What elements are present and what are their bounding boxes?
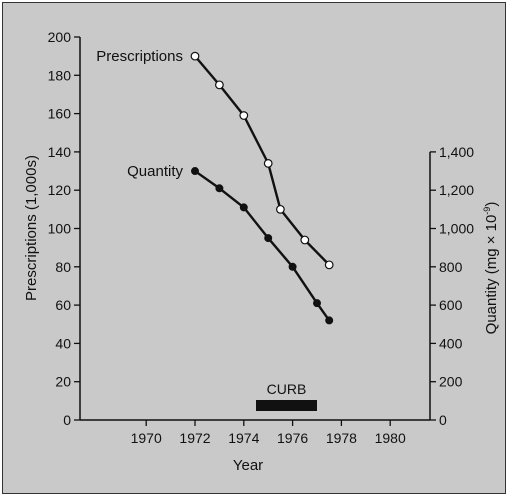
- y-axis-right-label-close: ): [483, 202, 500, 207]
- x-tick-label: 1972: [179, 430, 210, 446]
- chart-frame: [2, 2, 506, 494]
- x-tick-label: 1980: [375, 430, 406, 446]
- marks-group: Prescriptions Quantity CURB: [96, 48, 334, 411]
- quantity-point: [288, 262, 297, 271]
- prescriptions-point: [324, 260, 334, 270]
- y-left-tick-label: 120: [48, 182, 72, 198]
- quantity-point: [215, 184, 224, 193]
- y-left-tick-label: 80: [55, 259, 71, 275]
- x-tick-label: 1970: [131, 430, 162, 446]
- y-left-tick-label: 40: [55, 335, 71, 351]
- quantity-point: [191, 167, 200, 176]
- y-right-tick-label: 400: [439, 335, 463, 351]
- x-axis-label: Year: [233, 457, 263, 474]
- y-axis-right-label: Quantity (mg × 10-9): [482, 202, 500, 335]
- y-left-tick-label: 160: [48, 106, 72, 122]
- y-left-tick-label: 140: [48, 144, 72, 160]
- y-left-tick-label: 60: [55, 297, 71, 313]
- y-right-tick-label: 1,400: [439, 144, 474, 160]
- axes-group: 0 20 40 60 80 100 120 140 160 180 200 1970 1972 1974 1…: [48, 29, 475, 446]
- y-right-tick-label: 1,000: [439, 221, 474, 237]
- prescriptions-point: [300, 235, 310, 245]
- x-tick-label: 1974: [228, 430, 259, 446]
- y-left-tick-label: 0: [63, 412, 71, 428]
- prescriptions-point: [214, 80, 224, 90]
- quantity-point: [325, 316, 334, 325]
- y-left-tick-label: 200: [48, 29, 72, 45]
- prescriptions-point: [190, 51, 200, 61]
- curb-bar: [256, 400, 317, 411]
- x-tick-label: 1978: [326, 430, 357, 446]
- prescriptions-point: [263, 158, 273, 168]
- quantity-point: [239, 203, 248, 212]
- y-left-tick-label: 180: [48, 67, 72, 83]
- quantity-point: [313, 299, 322, 308]
- y-left-tick-label: 20: [55, 374, 71, 390]
- prescriptions-point: [276, 204, 285, 214]
- y-right-tick-label: 800: [439, 259, 463, 275]
- labels-group: Year Prescriptions (1,000s) Quantity (mg…: [23, 155, 500, 474]
- y-axis-right-label-main: Quantity (mg × 10: [483, 215, 500, 335]
- y-right-tick-label: 200: [439, 374, 463, 390]
- prescriptions-series-label: Prescriptions: [96, 48, 183, 65]
- y-right-tick-label: 600: [439, 297, 463, 313]
- curb-label: CURB: [267, 381, 307, 397]
- y-axis-right-label-exponent: -9: [482, 207, 492, 215]
- x-tick-label: 1976: [277, 430, 308, 446]
- quantity-point: [264, 234, 273, 243]
- y-axis-left-label: Prescriptions (1,000s): [23, 155, 40, 301]
- y-right-tick-label: 0: [439, 412, 447, 428]
- quantity-series-label: Quantity: [127, 163, 183, 180]
- y-left-tick-label: 100: [48, 221, 72, 237]
- y-right-tick-label: 1,200: [439, 182, 474, 198]
- prescriptions-line: [194, 55, 331, 266]
- prescriptions-point: [239, 111, 249, 120]
